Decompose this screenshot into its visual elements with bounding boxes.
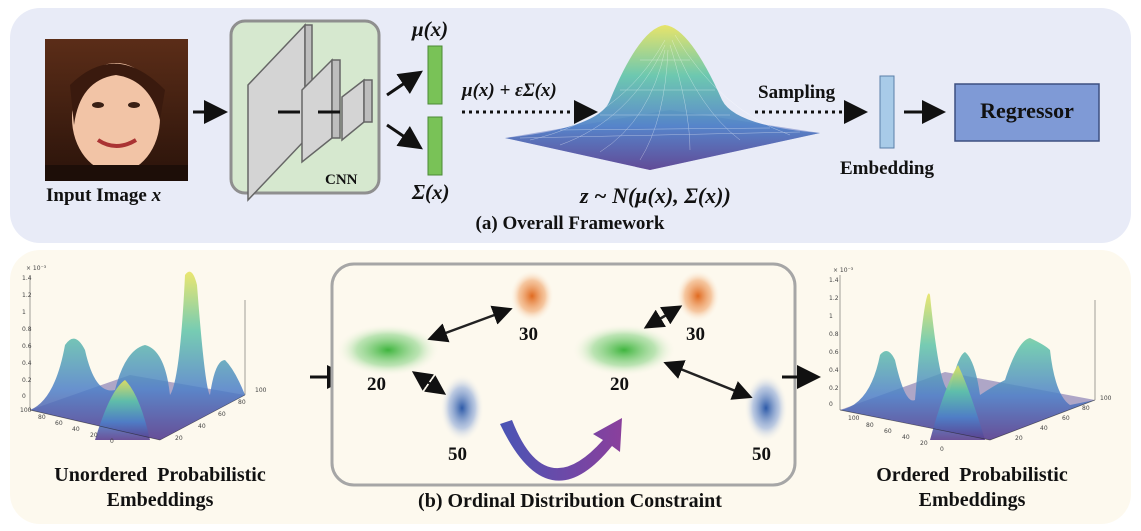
right-age-50: 50 [752, 444, 771, 465]
edge-green-orange-left [427, 305, 513, 343]
svg-text:0.8: 0.8 [22, 326, 32, 333]
svg-text:80: 80 [238, 399, 246, 406]
svg-text:1: 1 [22, 309, 26, 316]
svg-text:0.8: 0.8 [829, 331, 839, 338]
ordered-label-line1: Ordered Probabilistic [876, 464, 1068, 486]
svg-text:60: 60 [55, 420, 63, 427]
unordered-surface-icon: 1.4 1.2 1 0.8 0.6 0.4 0.2 0 × 10⁻³ 100 80 60 40 2… [20, 265, 267, 445]
svg-text:0.4: 0.4 [22, 360, 32, 367]
distribution-label: z ~ N(μ(x), Σ(x)) [580, 183, 731, 208]
sampling-label: Sampling [758, 82, 836, 103]
edge-green-blue-right [663, 360, 753, 400]
svg-text:20: 20 [90, 432, 98, 439]
left-age-20: 20 [367, 374, 386, 395]
embedding-label: Embedding [840, 158, 934, 179]
svg-text:100: 100 [20, 407, 32, 414]
svg-text:60: 60 [1062, 415, 1070, 422]
svg-text:60: 60 [884, 428, 892, 435]
left-age-30: 30 [519, 324, 538, 345]
input-image-label: Input Image x [46, 185, 162, 206]
ordered-label-line2: Embeddings [918, 489, 1026, 511]
svg-text:1.2: 1.2 [829, 295, 839, 302]
svg-text:0.6: 0.6 [22, 343, 32, 350]
unordered-label-line1: Unordered Probabilistic [54, 464, 266, 486]
svg-text:20: 20 [175, 435, 183, 442]
svg-text:60: 60 [218, 411, 226, 418]
cnn-layers [247, 23, 373, 202]
svg-text:40: 40 [198, 423, 206, 430]
svg-text:1: 1 [829, 313, 833, 320]
embedding-bar [879, 75, 895, 149]
svg-text:1.4: 1.4 [22, 275, 32, 282]
svg-text:80: 80 [866, 422, 874, 429]
mu-label: μ(x) [412, 17, 449, 41]
regressor-label: Regressor [980, 98, 1074, 123]
svg-text:0.2: 0.2 [829, 385, 839, 392]
face-photo-icon [45, 39, 188, 181]
svg-text:80: 80 [1082, 405, 1090, 412]
edge-green-orange-right [643, 305, 683, 329]
svg-text:100: 100 [848, 415, 860, 422]
svg-text:40: 40 [902, 434, 910, 441]
svg-text:0.6: 0.6 [829, 349, 839, 356]
left-age-50: 50 [448, 444, 467, 465]
regressor-block [954, 83, 1100, 142]
svg-text:80: 80 [38, 414, 46, 421]
gaussian-surface-icon [505, 25, 820, 170]
svg-text:40: 40 [1040, 425, 1048, 432]
blob-orange-left [510, 270, 554, 322]
svg-text:100: 100 [1100, 395, 1112, 402]
reparam-label: μ(x) + εΣ(x) [462, 80, 557, 101]
arrow-to-mu [386, 70, 423, 97]
ordered-surface-icon: 1.4 1.2 1 0.8 0.6 0.4 0.2 0 × 10⁻³ 100 80 60 40 2… [829, 267, 1112, 453]
svg-text:× 10⁻³: × 10⁻³ [833, 267, 854, 274]
blob-blue-left [440, 374, 484, 442]
svg-text:0.4: 0.4 [829, 367, 839, 374]
svg-text:20: 20 [1015, 435, 1023, 442]
sigma-label: Σ(x) [412, 180, 450, 204]
svg-text:0: 0 [110, 438, 114, 445]
unordered-label-line2: Embeddings [106, 489, 214, 511]
svg-text:0: 0 [829, 401, 833, 408]
svg-text:40: 40 [72, 426, 80, 433]
panel-b-caption: (b) Ordinal Distribution Constraint [418, 490, 722, 512]
edge-green-blue-left [411, 371, 447, 395]
blob-green-left [336, 324, 440, 376]
blob-orange-right [676, 270, 720, 322]
svg-text:1.4: 1.4 [829, 277, 839, 284]
cnn-label: CNN [325, 172, 358, 188]
svg-text:× 10⁻³: × 10⁻³ [26, 265, 47, 272]
svg-text:100: 100 [255, 387, 267, 394]
right-age-20: 20 [610, 374, 629, 395]
svg-text:0: 0 [22, 393, 26, 400]
blob-green-right [572, 324, 676, 376]
sigma-bar [427, 116, 443, 176]
svg-text:20: 20 [920, 440, 928, 447]
svg-text:1.2: 1.2 [22, 292, 32, 299]
curved-arrow-icon [500, 418, 622, 481]
arrow-to-sigma [386, 123, 423, 150]
svg-text:0: 0 [940, 446, 944, 453]
right-age-30: 30 [686, 324, 705, 345]
mu-bar [427, 45, 443, 105]
panel-a-caption: (a) Overall Framework [475, 213, 665, 234]
svg-text:0.2: 0.2 [22, 377, 32, 384]
blob-blue-right [744, 374, 788, 442]
